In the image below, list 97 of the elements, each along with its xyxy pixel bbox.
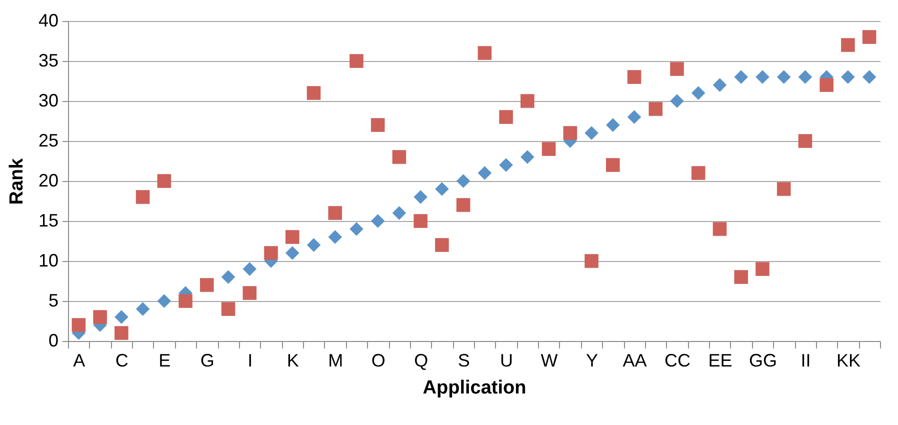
- x-tick-label: KK: [836, 350, 860, 370]
- x-tick-label: II: [800, 350, 811, 370]
- point: [306, 238, 321, 252]
- point: [862, 30, 876, 44]
- point: [285, 246, 300, 260]
- point: [136, 302, 150, 316]
- y-tick-label: 40: [38, 10, 58, 30]
- point: [734, 70, 748, 84]
- point: [563, 126, 578, 140]
- y-axis-title: Rank: [6, 158, 28, 205]
- point: [499, 158, 513, 172]
- point: [776, 182, 791, 196]
- y-tick-label: 0: [48, 330, 58, 350]
- point: [606, 158, 620, 172]
- point: [392, 206, 406, 220]
- point: [841, 38, 855, 52]
- x-tick-label: W: [540, 350, 558, 370]
- y-tick-label: 25: [38, 130, 58, 150]
- point: [414, 214, 428, 228]
- x-tick-label: S: [458, 350, 470, 370]
- point: [627, 110, 642, 124]
- point: [776, 70, 791, 84]
- point: [285, 230, 300, 244]
- point: [798, 70, 812, 84]
- x-tick-label: GG: [748, 350, 777, 370]
- x-tick-label: G: [200, 350, 214, 370]
- point: [520, 94, 534, 108]
- y-tick-label: 30: [38, 90, 58, 110]
- point: [328, 206, 342, 220]
- point: [456, 198, 470, 212]
- point: [136, 190, 150, 204]
- point: [862, 70, 876, 84]
- point: [72, 318, 86, 332]
- point: [242, 286, 257, 300]
- x-tick-label: EE: [708, 350, 732, 370]
- point: [670, 94, 684, 108]
- x-tick-label: C: [115, 350, 128, 370]
- point: [520, 150, 534, 164]
- point: [456, 174, 470, 188]
- point: [93, 310, 107, 324]
- point: [756, 70, 770, 84]
- point: [606, 118, 620, 132]
- point: [114, 310, 128, 324]
- point: [435, 238, 449, 252]
- point: [264, 246, 278, 260]
- point: [306, 86, 321, 100]
- point: [350, 222, 364, 236]
- point: [584, 254, 598, 268]
- x-tick-label: CC: [664, 350, 690, 370]
- x-tick-label: A: [73, 350, 86, 370]
- point: [221, 302, 236, 316]
- point: [648, 102, 663, 116]
- point: [350, 54, 364, 68]
- point: [157, 174, 172, 188]
- y-tick-label: 15: [38, 210, 58, 230]
- x-tick-label: Y: [586, 350, 598, 370]
- point: [392, 150, 406, 164]
- point: [221, 270, 236, 284]
- y-tick-label: 10: [38, 250, 58, 270]
- x-tick-label: AA: [622, 350, 647, 370]
- x-tick-label: K: [286, 350, 299, 370]
- y-tick-label: 20: [38, 170, 58, 190]
- point: [114, 326, 128, 340]
- x-tick-label: E: [158, 350, 171, 370]
- y-tick-label: 5: [48, 290, 58, 310]
- x-tick-label: I: [248, 350, 253, 370]
- point: [478, 166, 492, 180]
- x-tick-label: O: [371, 350, 386, 370]
- point: [499, 110, 513, 124]
- x-tick-label: U: [500, 350, 514, 370]
- point: [627, 70, 642, 84]
- point: [820, 78, 834, 92]
- point: [435, 182, 449, 196]
- point: [712, 78, 727, 92]
- y-tick-label: 35: [38, 50, 58, 70]
- point: [157, 294, 172, 308]
- point: [414, 190, 428, 204]
- point: [841, 70, 855, 84]
- point: [370, 214, 385, 228]
- point: [691, 86, 706, 100]
- point: [670, 62, 684, 76]
- point: [178, 294, 192, 308]
- point: [712, 222, 727, 236]
- point: [478, 46, 492, 60]
- point: [798, 134, 812, 148]
- x-tick-label: Q: [414, 350, 428, 370]
- point: [242, 262, 257, 276]
- x-axis-title: Application: [422, 378, 526, 398]
- point: [370, 118, 385, 132]
- point: [756, 262, 770, 276]
- point: [584, 126, 598, 140]
- point: [328, 230, 342, 244]
- point: [691, 166, 706, 180]
- point: [542, 142, 556, 156]
- point: [734, 270, 748, 284]
- x-tick-label: M: [328, 350, 344, 370]
- point: [200, 278, 214, 292]
